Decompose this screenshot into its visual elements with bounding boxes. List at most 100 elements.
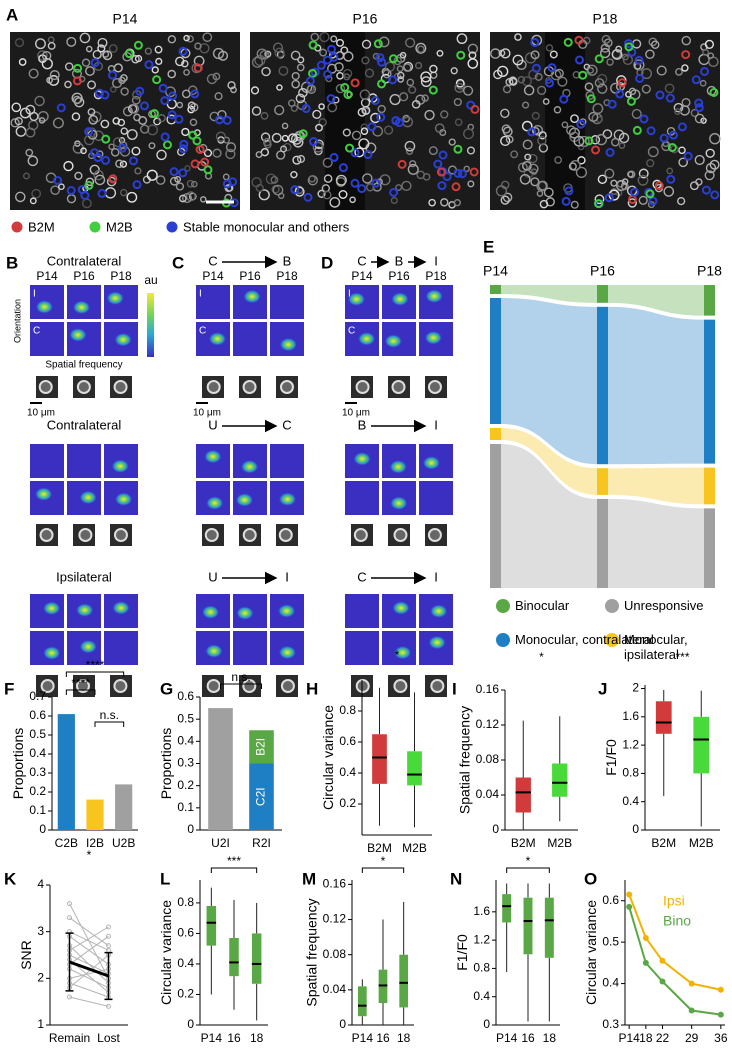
- cell: [524, 52, 537, 64]
- cell: [202, 32, 213, 43]
- cell: [58, 183, 65, 191]
- cell: [225, 148, 236, 160]
- box: [544, 897, 554, 958]
- labeled-cell: [178, 46, 188, 56]
- labeled-cell: [340, 82, 350, 92]
- cell: [705, 162, 717, 174]
- cell: [497, 65, 509, 78]
- heatmap-peak: [389, 496, 408, 511]
- cell: [440, 198, 449, 207]
- labeled-cell: [709, 87, 719, 97]
- age-label: P18: [110, 269, 132, 283]
- mean-line: [68, 960, 110, 978]
- section-header: B: [283, 253, 292, 268]
- box: [399, 954, 409, 1008]
- cell: [52, 117, 64, 129]
- section-header: B: [395, 253, 404, 268]
- cell: [666, 167, 674, 175]
- legend-marker: [496, 633, 510, 647]
- cell: [176, 101, 184, 109]
- cell: [528, 153, 538, 164]
- cell: [646, 158, 655, 168]
- x-tick-label: P14: [201, 1031, 223, 1045]
- box: [552, 763, 568, 797]
- cell: [707, 52, 715, 59]
- cell: [126, 191, 138, 203]
- segment-label: B2I: [254, 738, 268, 756]
- heatmap: [233, 322, 267, 356]
- cell: [429, 64, 438, 74]
- flow: [608, 498, 704, 588]
- labeled-cell: [436, 167, 446, 177]
- labeled-cell: [691, 75, 701, 85]
- cell: [250, 86, 260, 95]
- cell: [542, 98, 550, 105]
- cell: [566, 125, 576, 136]
- age-label: P14: [351, 269, 373, 283]
- cell: [428, 146, 438, 156]
- cell: [167, 69, 176, 79]
- heatmap-peak: [240, 459, 259, 474]
- cell: [521, 120, 533, 132]
- labeled-cell: [323, 69, 333, 79]
- cell: [34, 95, 45, 107]
- cell: [383, 125, 394, 135]
- cell: [94, 174, 106, 186]
- heatmap-peak: [69, 327, 88, 342]
- y-tick-label: 0.6: [177, 926, 194, 940]
- cell: [169, 176, 179, 186]
- x-tick-label: I2B: [86, 836, 104, 850]
- y-tick-label: 0.6: [29, 708, 46, 722]
- pair-point: [106, 1003, 111, 1009]
- cell: [597, 174, 608, 185]
- flow: [501, 428, 597, 495]
- labeled-cell: [530, 38, 540, 48]
- labeled-cell: [453, 144, 463, 154]
- cell: [570, 114, 579, 124]
- box: [693, 716, 710, 774]
- bar: [115, 784, 133, 830]
- labeled-cell: [322, 55, 332, 65]
- cell: [280, 145, 288, 153]
- y-tick-label: 1.6: [473, 904, 490, 918]
- cell: [543, 187, 554, 198]
- point: [642, 935, 649, 941]
- labeled-cell: [594, 54, 604, 64]
- cell: [678, 157, 688, 168]
- cell: [466, 146, 476, 155]
- legend-label: Unresponsive: [624, 598, 704, 613]
- cell: [319, 31, 330, 43]
- cell: [74, 171, 83, 180]
- cell: [64, 62, 74, 71]
- cell: [342, 128, 351, 137]
- cell: [277, 192, 285, 200]
- cell: [87, 80, 97, 90]
- cell: [361, 105, 371, 115]
- cell: [690, 108, 699, 118]
- heatmap: [270, 444, 304, 478]
- labeled-cell: [578, 70, 588, 80]
- cell: [272, 42, 284, 53]
- cell: [47, 41, 56, 50]
- cell: [405, 147, 414, 155]
- labeled-cell: [645, 189, 655, 199]
- cell: [27, 155, 39, 167]
- y-tick-label: 0.04: [476, 787, 500, 801]
- heatmap-peak: [35, 299, 54, 314]
- heatmap-peak: [203, 449, 222, 464]
- cell: [120, 188, 128, 197]
- cell: [102, 50, 113, 61]
- cell: [709, 133, 721, 145]
- cell: [561, 121, 569, 129]
- stage-label: P14: [483, 263, 508, 279]
- cell: [358, 138, 370, 150]
- cell: [455, 78, 465, 88]
- cell: [181, 59, 189, 68]
- y-tick-label: 0.4: [622, 794, 639, 808]
- cell: [396, 65, 404, 73]
- panel-label: I: [452, 679, 457, 698]
- x-tick-label: B2M: [367, 841, 392, 855]
- cell: [126, 129, 138, 140]
- cell: [10, 118, 20, 128]
- age-label: P14: [36, 269, 58, 283]
